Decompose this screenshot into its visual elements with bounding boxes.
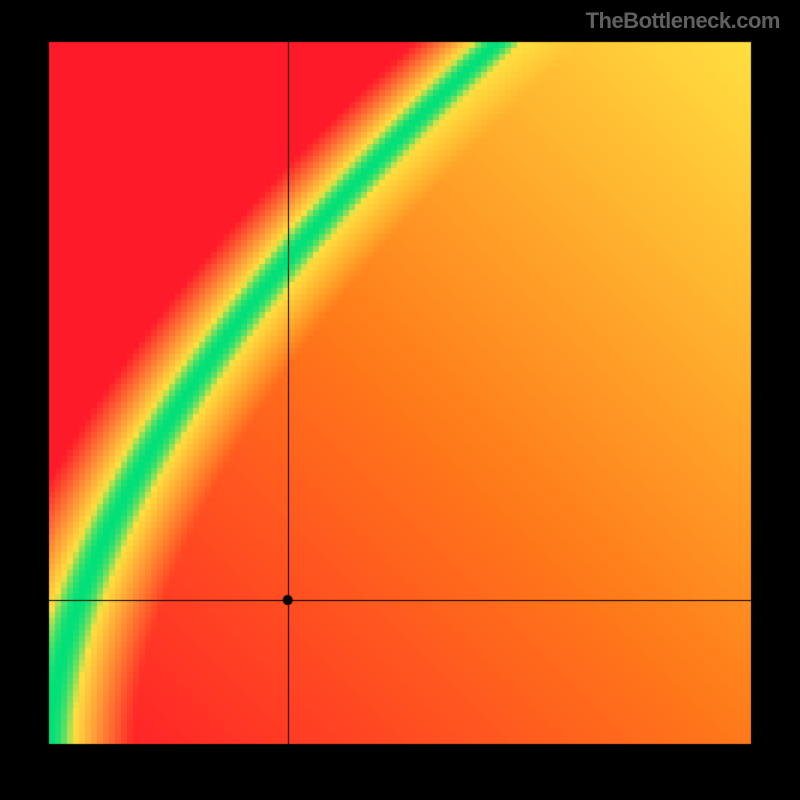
bottleneck-heatmap [0,0,800,800]
watermark-text: TheBottleneck.com [586,8,780,34]
chart-container: TheBottleneck.com [0,0,800,800]
